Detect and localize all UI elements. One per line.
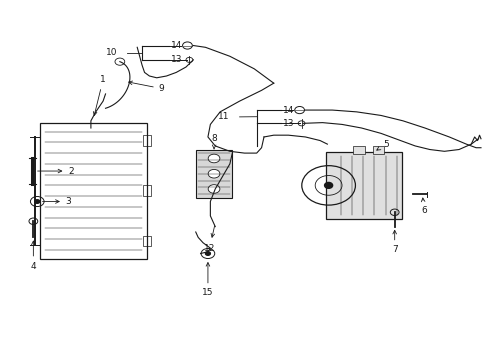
Text: 8: 8 (211, 134, 217, 149)
Bar (143, 235, 151, 246)
Text: 12: 12 (203, 226, 215, 253)
Bar (325, 152, 401, 219)
Text: 1: 1 (93, 75, 106, 116)
Text: 5: 5 (376, 140, 388, 150)
Text: 10: 10 (106, 48, 118, 57)
Circle shape (324, 183, 332, 188)
Text: 15: 15 (202, 262, 213, 297)
Text: 4: 4 (30, 241, 36, 271)
Bar (352, 146, 364, 154)
Text: 14: 14 (282, 105, 293, 114)
Text: 14: 14 (171, 41, 183, 50)
Circle shape (208, 154, 220, 163)
Circle shape (35, 200, 40, 203)
Text: 13: 13 (171, 55, 183, 64)
Text: 2: 2 (38, 167, 74, 176)
Text: 6: 6 (420, 198, 426, 215)
Bar (372, 146, 384, 154)
Circle shape (208, 170, 220, 178)
Text: 7: 7 (391, 230, 397, 255)
Circle shape (205, 252, 210, 255)
Text: 13: 13 (282, 119, 293, 128)
Bar (143, 135, 151, 146)
Bar (143, 185, 151, 196)
Bar (40, 123, 147, 259)
Text: 11: 11 (218, 112, 229, 121)
Bar (195, 149, 232, 198)
Text: 9: 9 (128, 81, 164, 93)
Circle shape (208, 185, 220, 193)
Text: 3: 3 (42, 197, 71, 206)
